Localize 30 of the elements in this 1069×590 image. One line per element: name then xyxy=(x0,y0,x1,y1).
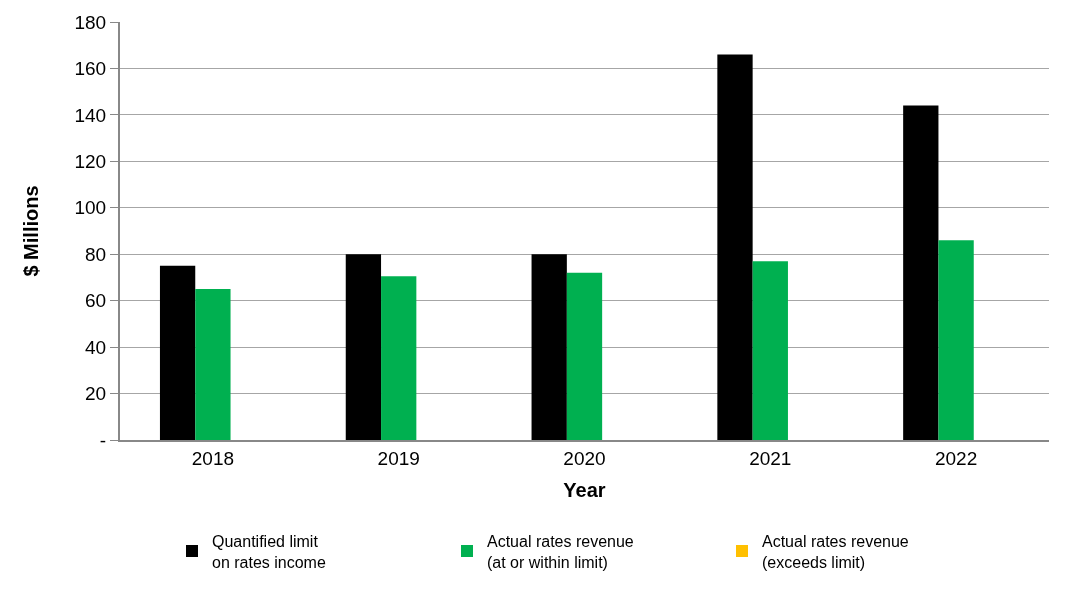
x-tick-label: 2022 xyxy=(934,447,978,469)
bar xyxy=(381,276,417,440)
y-tick-label: 40 xyxy=(85,336,107,358)
y-tick-label: 120 xyxy=(74,150,107,172)
x-tick-label: 2018 xyxy=(191,447,235,469)
y-tick-label: 80 xyxy=(85,243,107,265)
y-tick-label: 180 xyxy=(74,11,107,33)
legend-label: Actual rates revenue (exceeds limit) xyxy=(762,532,909,571)
x-tick-label: 2021 xyxy=(749,447,792,469)
x-axis-title: Year xyxy=(563,478,606,501)
y-tick-label: 160 xyxy=(74,58,107,80)
bar xyxy=(903,105,939,440)
bar xyxy=(531,254,567,440)
bar xyxy=(159,265,196,440)
bar xyxy=(938,240,974,440)
x-tick-label: 2020 xyxy=(563,447,606,469)
bar xyxy=(345,254,382,440)
y-axis-title: $ Millions xyxy=(20,185,43,277)
y-tick-label: - xyxy=(99,429,107,451)
y-tick-label: 100 xyxy=(74,197,107,219)
bar xyxy=(566,272,603,440)
y-tick-label: 140 xyxy=(74,104,107,126)
y-tick-label: 20 xyxy=(85,383,107,405)
legend-label: Quantified limit on rates income xyxy=(212,532,326,571)
x-tick-label: 2019 xyxy=(377,447,420,469)
bar xyxy=(717,54,753,440)
legend-label: Actual rates revenue (at or within limit) xyxy=(487,532,634,571)
bar xyxy=(752,261,788,440)
bar xyxy=(195,289,231,440)
y-tick-label: 60 xyxy=(85,290,107,312)
